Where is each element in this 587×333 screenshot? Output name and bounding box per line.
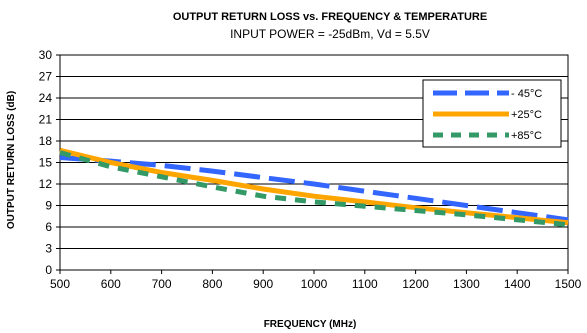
- series-line-1: [59, 155, 569, 223]
- x-tick-label-1100: 1100: [352, 277, 378, 291]
- y-tick-label-30: 30: [39, 48, 53, 62]
- series-line-3: [59, 150, 569, 228]
- y-tick-label-18: 18: [39, 134, 53, 148]
- x-tick-label-900: 900: [253, 277, 273, 291]
- x-tick-label-600: 600: [101, 277, 121, 291]
- y-tick-label-27: 27: [39, 70, 53, 84]
- x-tick-label-500: 500: [50, 277, 70, 291]
- series-layer: [59, 147, 569, 228]
- y-tick-label-21: 21: [39, 113, 53, 127]
- y-axis-title: OUTPUT RETURN LOSS (dB): [6, 91, 17, 229]
- legend: - 45°C +25°C +85°C: [422, 79, 562, 148]
- y-tick-label-12: 12: [39, 177, 53, 191]
- legend-label-3: +85°C: [511, 130, 542, 142]
- x-tick-label-1400: 1400: [504, 277, 531, 291]
- y-tick-label-3: 3: [45, 242, 52, 256]
- y-tick-label-0: 0: [45, 263, 52, 277]
- x-tick-label-800: 800: [202, 277, 222, 291]
- legend-label-2: +25°C: [511, 109, 542, 121]
- y-tick-label-24: 24: [39, 91, 53, 105]
- x-tick-label-1200: 1200: [402, 277, 429, 291]
- y-tick-label-6: 6: [45, 220, 52, 234]
- x-tick-label-1000: 1000: [301, 277, 328, 291]
- chart-title: OUTPUT RETURN LOSS vs. FREQUENCY & TEMPE…: [173, 11, 487, 23]
- legend-label-1: - 45°C: [511, 88, 542, 100]
- x-tick-label-1500: 1500: [555, 277, 582, 291]
- x-axis-title: FREQUENCY (MHz): [264, 319, 357, 330]
- y-tick-label-9: 9: [45, 199, 52, 213]
- chart-subtitle: INPUT POWER = -25dBm, Vd = 5.5V: [230, 27, 430, 41]
- x-tick-label-700: 700: [152, 277, 172, 291]
- y-tick-label-15: 15: [39, 156, 53, 170]
- x-tick-label-1300: 1300: [453, 277, 480, 291]
- axis-ticks: 0 3 6 9 12 15 18 21 24 27 30 500 600 700 800 900 1000 110…: [39, 48, 582, 291]
